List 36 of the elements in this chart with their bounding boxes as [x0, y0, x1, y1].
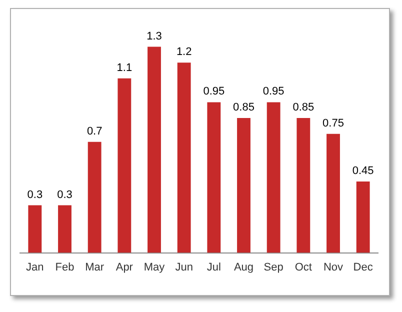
data-label: 1.3 [146, 30, 162, 42]
bar [237, 118, 250, 253]
data-label: 0.95 [262, 86, 284, 98]
x-tick-label: Sep [264, 261, 284, 274]
bar [326, 134, 340, 253]
x-tick-label: Mar [85, 261, 104, 274]
x-tick-label: Jul [206, 261, 221, 274]
x-tick-label: Nov [323, 261, 344, 274]
x-tick-label: Jun [175, 261, 193, 274]
data-label: 0.7 [86, 125, 102, 138]
x-tick-label: Dec [353, 261, 374, 274]
data-label: 0.85 [233, 102, 254, 114]
bar [148, 46, 161, 253]
bar [118, 78, 132, 253]
x-tick-label: Jan [26, 261, 44, 274]
bar [296, 118, 310, 253]
data-label: 0.3 [27, 188, 43, 201]
x-tick-label: Apr [116, 261, 134, 274]
data-label: 1.2 [176, 46, 192, 58]
x-tick-label: Aug [234, 261, 254, 274]
x-tick-label: Feb [55, 261, 74, 274]
data-label: 0.75 [322, 117, 344, 130]
bar [28, 205, 42, 253]
bar [266, 102, 280, 253]
bar [356, 181, 370, 253]
bar [58, 205, 72, 253]
bar [88, 142, 102, 253]
data-label: 0.45 [352, 165, 374, 177]
data-label: 0.85 [292, 102, 314, 114]
bar [207, 102, 221, 253]
data-label: 0.95 [203, 86, 225, 98]
x-tick-label: Oct [294, 261, 312, 274]
data-label: 0.3 [57, 188, 72, 201]
x-tick-label: May [144, 261, 166, 274]
bar [177, 62, 191, 253]
data-label: 1.1 [116, 62, 132, 74]
